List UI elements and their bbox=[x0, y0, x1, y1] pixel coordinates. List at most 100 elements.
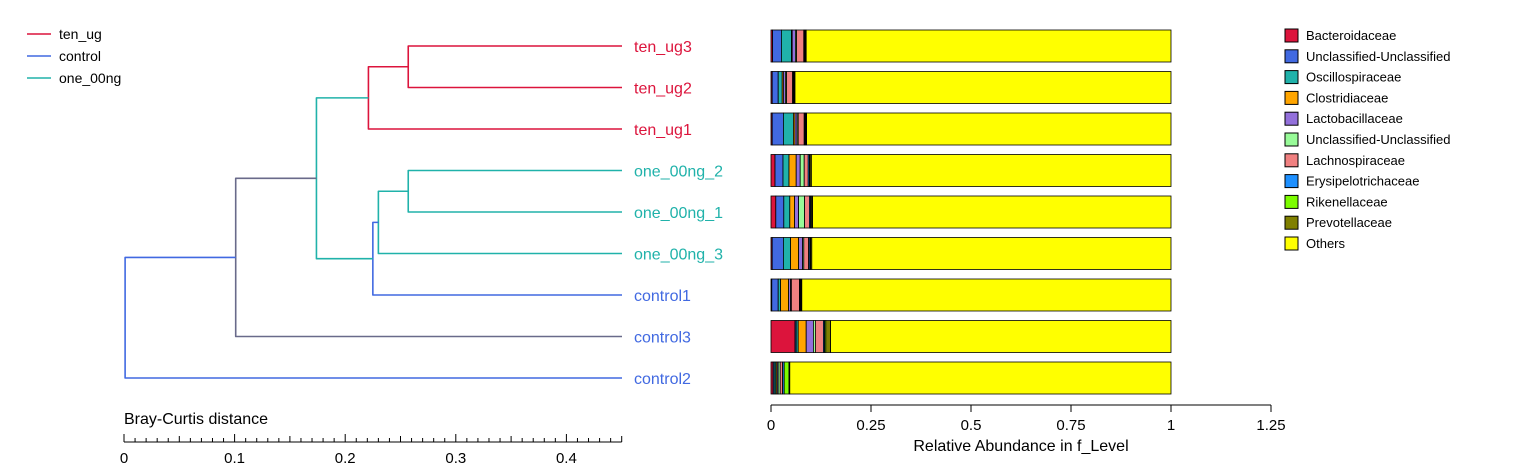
bar-legend-label-7: Erysipelotrichaceae bbox=[1306, 174, 1419, 189]
bar-segment-one_00ng_1-0 bbox=[770, 195, 777, 229]
dendrogram-branch-m8 bbox=[124, 256, 622, 379]
leaf-label-ten_ug3: ten_ug3 bbox=[634, 39, 692, 56]
bar-segment-ten_ug1-6 bbox=[797, 112, 805, 146]
bar-one_00ng_1 bbox=[770, 195, 1172, 229]
bar-segment-control1-3 bbox=[780, 278, 789, 312]
bar-segment-one_00ng_3-3 bbox=[790, 237, 799, 270]
bar-control3 bbox=[770, 320, 1172, 353]
dendrogram-branch-m7 bbox=[234, 177, 622, 338]
leaf-label-control3: control3 bbox=[634, 330, 691, 347]
bar-legend-swatch-9 bbox=[1284, 215, 1299, 230]
bar-segment-one_00ng_3-10 bbox=[811, 237, 1172, 270]
bar-ten_ug2 bbox=[770, 71, 1172, 104]
bar-segment-one_00ng_2-6 bbox=[803, 154, 809, 187]
bar-segment-one_00ng_2-0 bbox=[770, 154, 776, 187]
tree-legend-label-ten_ug: ten_ug bbox=[59, 26, 102, 42]
bar-segment-control1-1 bbox=[771, 278, 779, 312]
dendrogram-branch-m3 bbox=[407, 169, 622, 213]
leaf-label-control2: control2 bbox=[634, 371, 691, 388]
bar-segment-ten_ug2-6 bbox=[786, 71, 793, 104]
bar-control1 bbox=[770, 278, 1172, 312]
bar-segment-control3-0 bbox=[770, 320, 796, 353]
dendrogram bbox=[124, 45, 622, 379]
leaf-label-ten_ug2: ten_ug2 bbox=[634, 81, 692, 98]
dendrogram-branch-m5 bbox=[372, 221, 622, 296]
bar-segment-ten_ug3-2 bbox=[781, 29, 792, 63]
bar-segment-control2-10 bbox=[789, 361, 1172, 395]
leaf-label-one_00ng_1: one_00ng_1 bbox=[634, 205, 723, 222]
bar-control2 bbox=[770, 361, 1172, 395]
leaf-labels: ten_ug3 ten_ug2 ten_ug1 one_00ng_2 one_00ng_… bbox=[634, 39, 723, 388]
bar-legend-label-9: Prevotellaceae bbox=[1306, 215, 1392, 230]
tree-legend-label-control: control bbox=[59, 48, 101, 64]
bar-segment-one_00ng_1-1 bbox=[775, 195, 785, 229]
bar-legend-label-2: Oscillospiraceae bbox=[1306, 70, 1401, 85]
bar-segment-ten_ug1-1 bbox=[771, 112, 784, 146]
bar-segment-control1-6 bbox=[791, 278, 800, 312]
bar-segment-control3-6 bbox=[815, 320, 824, 353]
dendrogram-branch-m2 bbox=[367, 65, 622, 130]
dendrogram-axis-title: Bray-Curtis distance bbox=[124, 411, 268, 428]
bar-tick-label: 0.25 bbox=[856, 417, 885, 434]
bar-segment-one_00ng_3-4 bbox=[798, 237, 803, 270]
bar-one_00ng_2 bbox=[770, 154, 1172, 187]
bar-segment-ten_ug3-6 bbox=[796, 29, 805, 63]
bar-legend-swatch-0 bbox=[1284, 28, 1299, 43]
leaf-label-one_00ng_2: one_00ng_2 bbox=[634, 164, 723, 181]
bar-tick-label: 0.75 bbox=[1056, 417, 1085, 434]
bar-segment-control3-9 bbox=[825, 320, 831, 353]
bar-segment-one_00ng_1-2 bbox=[783, 195, 791, 229]
bar-legend-swatch-3 bbox=[1284, 90, 1299, 105]
bar-segment-ten_ug2-2 bbox=[777, 71, 783, 104]
bar-segment-one_00ng_2-4 bbox=[795, 154, 801, 187]
bar-segment-one_00ng_1-3 bbox=[789, 195, 795, 229]
bar-segment-control3-3 bbox=[797, 320, 807, 353]
bar-segment-control1-10 bbox=[801, 278, 1172, 312]
bar-segment-ten_ug1-2 bbox=[783, 112, 794, 146]
tree-legend-label-one_00ng: one_00ng bbox=[59, 70, 121, 86]
bar-segment-one_00ng_1-4 bbox=[794, 195, 799, 229]
bar-legend-label-3: Clostridiaceae bbox=[1306, 90, 1388, 105]
dendrogram-branch-m6 bbox=[315, 97, 373, 260]
bar-legend-label-6: Lachnospiraceae bbox=[1306, 153, 1405, 168]
bar-legend-swatch-4 bbox=[1284, 111, 1299, 126]
bar-tick-label: 0.5 bbox=[961, 417, 982, 434]
bar-segment-one_00ng_2-3 bbox=[788, 154, 797, 187]
bar-segment-one_00ng_2-1 bbox=[774, 154, 784, 187]
bar-segment-one_00ng_3-1 bbox=[771, 237, 784, 270]
bar-legend-swatch-2 bbox=[1284, 70, 1299, 85]
bar-segment-one_00ng_1-5 bbox=[798, 195, 805, 229]
bar-tick-label: 0 bbox=[767, 417, 775, 434]
bar-legend-swatch-5 bbox=[1284, 132, 1299, 147]
bar-legend: Bacteroidaceae Unclassified-Unclassified O… bbox=[1284, 28, 1451, 251]
bar-segment-one_00ng_2-2 bbox=[782, 154, 790, 187]
dendrogram-tick-label: 0.1 bbox=[224, 450, 245, 467]
bar-segment-one_00ng_1-10 bbox=[812, 195, 1172, 229]
bar-legend-swatch-1 bbox=[1284, 49, 1299, 64]
bar-legend-label-4: Lactobacillaceae bbox=[1306, 111, 1403, 126]
bar-legend-swatch-8 bbox=[1284, 194, 1299, 209]
dendrogram-branch-m1 bbox=[407, 45, 622, 89]
bar-segment-control2-8 bbox=[783, 361, 790, 395]
leaf-label-control1: control1 bbox=[634, 288, 691, 305]
bar-segment-one_00ng_1-6 bbox=[804, 195, 810, 229]
leaf-label-ten_ug1: ten_ug1 bbox=[634, 122, 692, 139]
bar-legend-label-8: Rikenellaceae bbox=[1306, 194, 1388, 209]
bar-legend-label-10: Others bbox=[1306, 236, 1346, 251]
leaf-label-one_00ng_3: one_00ng_3 bbox=[634, 247, 723, 264]
bar-legend-swatch-7 bbox=[1284, 174, 1299, 189]
dendrogram-tick-label: 0.3 bbox=[445, 450, 466, 467]
bar-segment-ten_ug3-10 bbox=[805, 29, 1172, 63]
bar-legend-label-1: Unclassified-Unclassified bbox=[1306, 49, 1451, 64]
bar-tick-label: 1.25 bbox=[1256, 417, 1285, 434]
stacked-bars bbox=[770, 29, 1172, 395]
bar-segment-one_00ng_2-5 bbox=[799, 154, 805, 187]
bar-one_00ng_3 bbox=[770, 237, 1172, 270]
bar-segment-ten_ug1-10 bbox=[806, 112, 1172, 146]
dendrogram-tick-label: 0.4 bbox=[556, 450, 577, 467]
bar-segment-ten_ug3-4 bbox=[791, 29, 796, 63]
bar-ten_ug1 bbox=[770, 112, 1172, 146]
bar-tick-label: 1 bbox=[1167, 417, 1175, 434]
